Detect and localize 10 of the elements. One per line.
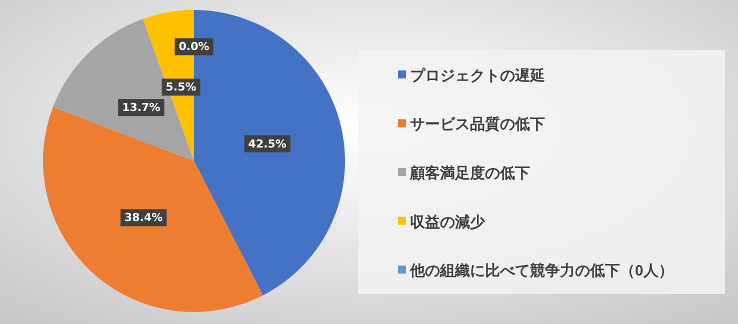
- legend-label: 顧客満足度の低下: [409, 164, 530, 182]
- data-label: 5.5%: [166, 80, 196, 94]
- data-label: 38.4%: [124, 211, 163, 224]
- legend-label: プロジェクトの遅延: [410, 67, 545, 84]
- data-label: 13.7%: [122, 101, 160, 114]
- data-label: 42.5%: [248, 137, 286, 150]
- legend-label: 収益の減少: [410, 214, 486, 231]
- legend-label: サービス品質の低下: [410, 115, 545, 134]
- legend-label: 他の組織に比べて競争力の低下（0人）: [409, 262, 674, 280]
- text: 0.0%: [178, 40, 210, 54]
